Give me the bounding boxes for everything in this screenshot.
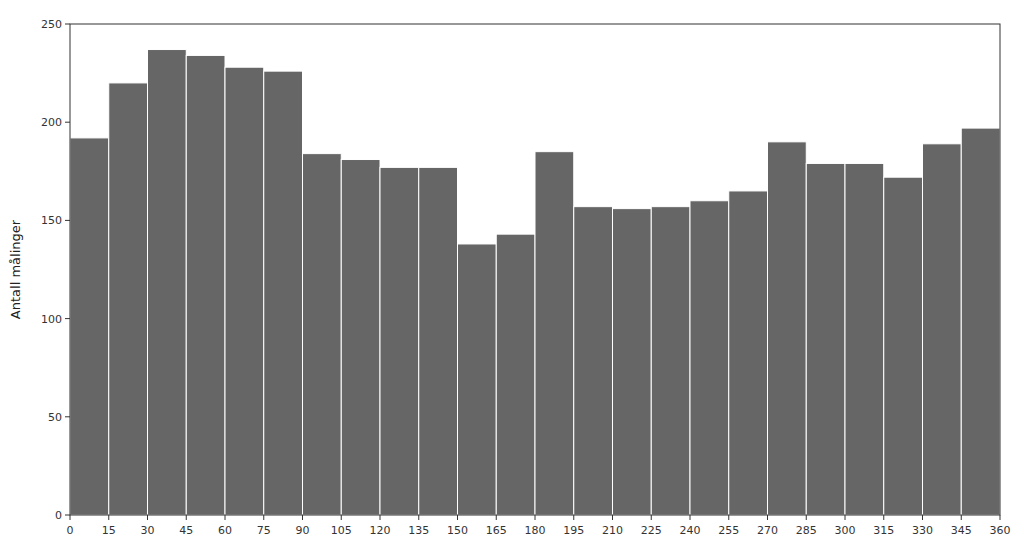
x-tick — [1000, 515, 1001, 520]
x-tick — [806, 515, 807, 520]
chart: 0 15 30 45 60 75 90 105 120 135 150 165 180 195 210 225… — [0, 0, 1024, 559]
y-tick-label: 200 — [41, 116, 62, 129]
bar — [729, 191, 768, 515]
bar — [148, 50, 187, 515]
x-tick — [341, 515, 342, 520]
x-tick-label: 255 — [718, 524, 739, 537]
y-tick-label: 100 — [41, 313, 62, 326]
y-tick — [65, 122, 70, 123]
x-tick-label: 30 — [141, 524, 155, 537]
y-axis: 0 50 100 150 200 250 — [41, 18, 70, 522]
x-tick-label: 285 — [796, 524, 817, 537]
y-tick — [65, 24, 70, 25]
x-tick-label: 0 — [67, 524, 74, 537]
plot-frame — [70, 24, 1000, 515]
x-tick-label: 315 — [873, 524, 894, 537]
x-tick-label: 210 — [602, 524, 623, 537]
bar — [690, 201, 729, 515]
x-tick-label: 120 — [370, 524, 391, 537]
y-tick — [65, 416, 70, 417]
x-tick-label: 90 — [296, 524, 310, 537]
y-tick-label: 150 — [41, 214, 62, 227]
x-tick-label: 165 — [486, 524, 507, 537]
bar — [303, 154, 342, 515]
x-tick — [573, 515, 574, 520]
x-axis: 0 15 30 45 60 75 90 105 120 135 150 165 180 195 210 225… — [67, 515, 1011, 537]
x-tick-label: 330 — [912, 524, 933, 537]
x-tick-label: 45 — [179, 524, 193, 537]
bar — [651, 207, 690, 515]
x-tick-label: 150 — [447, 524, 468, 537]
x-tick — [496, 515, 497, 520]
x-tick — [728, 515, 729, 520]
bar — [535, 152, 574, 515]
bar — [419, 167, 458, 515]
x-tick — [263, 515, 264, 520]
y-tick — [65, 318, 70, 319]
bars — [70, 50, 1000, 515]
x-tick — [147, 515, 148, 520]
bar — [70, 138, 109, 515]
x-tick — [380, 515, 381, 520]
bar — [264, 71, 303, 515]
x-tick — [457, 515, 458, 520]
bar — [458, 244, 497, 515]
x-tick-label: 345 — [951, 524, 972, 537]
bar — [768, 142, 807, 515]
x-tick-label: 180 — [525, 524, 546, 537]
y-tick-label: 250 — [41, 18, 62, 31]
x-tick — [418, 515, 419, 520]
bar — [225, 67, 264, 515]
x-tick — [922, 515, 923, 520]
x-tick-label: 195 — [563, 524, 584, 537]
x-tick — [70, 515, 71, 520]
x-tick — [535, 515, 536, 520]
x-tick-label: 15 — [102, 524, 116, 537]
y-tick — [65, 220, 70, 221]
bar — [574, 207, 613, 515]
y-tick — [65, 515, 70, 516]
bar — [109, 83, 148, 515]
x-tick — [651, 515, 652, 520]
x-tick-label: 225 — [641, 524, 662, 537]
x-tick — [961, 515, 962, 520]
x-tick-label: 300 — [835, 524, 856, 537]
x-tick-label: 60 — [218, 524, 232, 537]
y-tick-label: 0 — [55, 509, 62, 522]
x-tick — [108, 515, 109, 520]
x-tick — [225, 515, 226, 520]
bar — [496, 234, 535, 515]
x-tick — [767, 515, 768, 520]
x-tick — [302, 515, 303, 520]
x-tick-label: 75 — [257, 524, 271, 537]
x-tick — [690, 515, 691, 520]
bar — [845, 163, 884, 515]
x-tick-label: 240 — [680, 524, 701, 537]
bar — [923, 144, 962, 515]
x-tick-label: 360 — [990, 524, 1011, 537]
y-axis-label: Antall målinger — [8, 219, 23, 319]
x-tick-label: 105 — [331, 524, 352, 537]
bar — [961, 128, 1000, 515]
bar — [186, 55, 225, 515]
x-tick-label: 135 — [408, 524, 429, 537]
bar — [806, 163, 845, 515]
x-tick-label: 270 — [757, 524, 778, 537]
bar — [341, 160, 380, 515]
bar — [613, 209, 652, 515]
bar — [884, 177, 923, 515]
x-tick — [883, 515, 884, 520]
x-tick — [186, 515, 187, 520]
bar — [380, 167, 419, 515]
y-tick-label: 50 — [48, 411, 62, 424]
x-tick — [612, 515, 613, 520]
x-tick — [845, 515, 846, 520]
